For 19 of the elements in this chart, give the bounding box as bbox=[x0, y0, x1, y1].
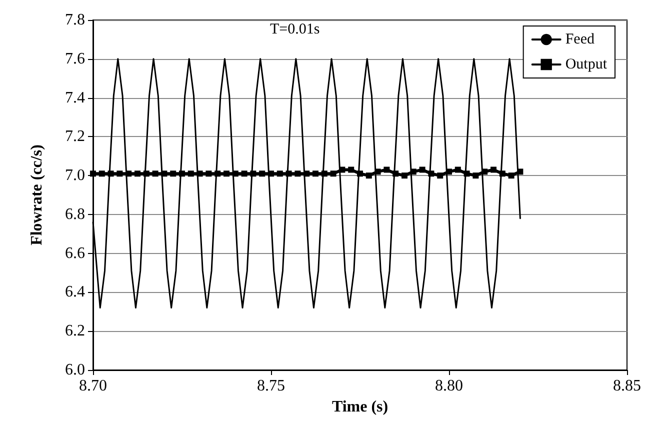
legend-label: Output bbox=[565, 56, 608, 72]
y-tick-label: 6.4 bbox=[65, 284, 85, 301]
y-tick-label: 7.4 bbox=[65, 89, 85, 106]
x-tick-label: 8.75 bbox=[257, 378, 285, 394]
y-tick-label: 6.8 bbox=[65, 206, 85, 223]
y-tick-label: 7.2 bbox=[65, 128, 85, 146]
y-tick-label: 7.6 bbox=[65, 50, 85, 68]
x-axis-title: Time (s) bbox=[332, 398, 388, 416]
y-tick-label: 7.8 bbox=[65, 12, 85, 28]
y-tick-label: 6.2 bbox=[65, 322, 85, 340]
x-tick-label: 8.80 bbox=[435, 378, 463, 394]
annotation: T=0.01s bbox=[270, 22, 320, 38]
y-tick-label: 6.6 bbox=[65, 244, 85, 262]
y-axis-title: Flowrate (cc/s) bbox=[28, 144, 46, 246]
legend-label: Feed bbox=[565, 32, 595, 48]
y-tick-label: 7.0 bbox=[65, 167, 85, 184]
y-tick-label: 6.0 bbox=[65, 362, 85, 378]
x-tick-label: 8.85 bbox=[613, 378, 641, 394]
x-tick-label: 8.70 bbox=[79, 378, 107, 394]
